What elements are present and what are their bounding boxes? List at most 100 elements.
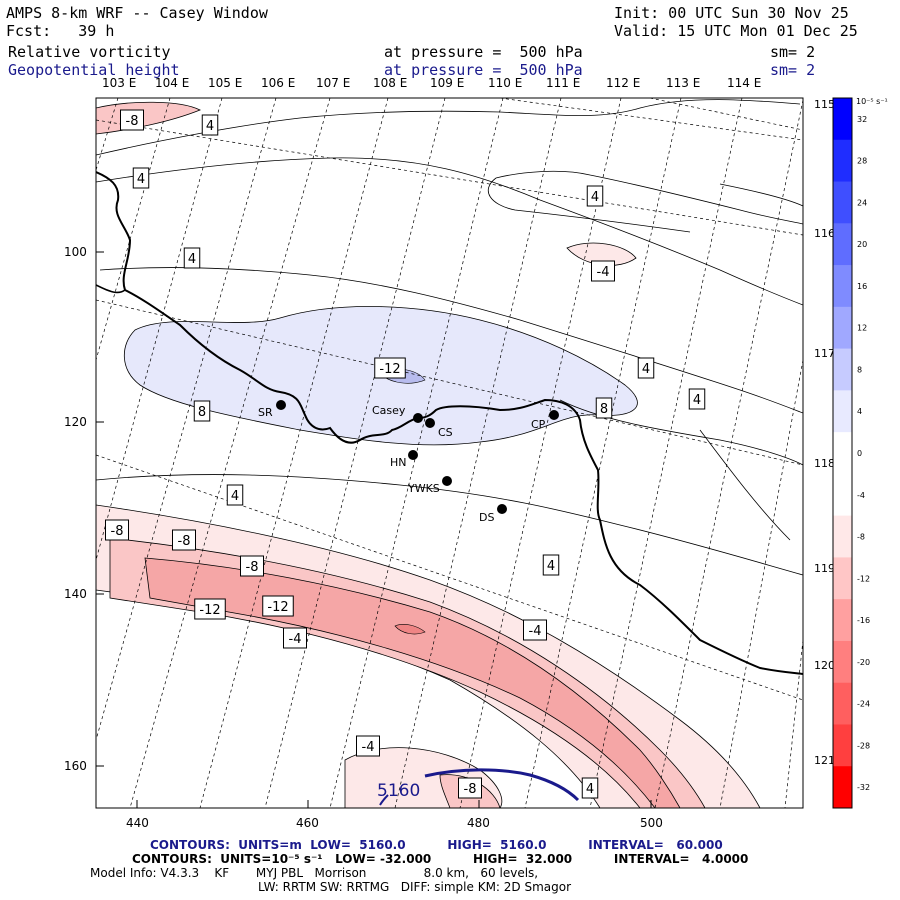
lon-label: 109 E	[430, 76, 465, 90]
contour-label: 4	[226, 484, 244, 506]
colorbar-tick: 0	[857, 449, 862, 458]
colorbar-segment	[833, 432, 852, 475]
footer-vorticity-contours: CONTOURS: UNITS=10⁻⁵ s⁻¹ LOW= -32.000 HI…	[132, 852, 749, 866]
field2-smoothing: sm= 2	[770, 61, 816, 79]
colorbar-tick: 8	[857, 365, 862, 374]
contour-label: -4	[523, 619, 547, 641]
contour-label-text: 4	[231, 489, 239, 504]
colorbar-tick: 4	[857, 407, 862, 416]
station-marker	[497, 504, 507, 514]
plot-frame	[95, 97, 804, 809]
contour-label: -4	[591, 260, 615, 282]
forecast-hour: Fcst: 39 h	[6, 22, 115, 40]
contour-label: -8	[240, 555, 264, 577]
station-marker	[408, 450, 418, 460]
contour-label: -8	[120, 109, 144, 131]
colorbar-segment	[833, 306, 852, 350]
contour-label: -12	[194, 598, 226, 620]
valid-time: Valid: 15 UTC Mon 01 Dec 25	[614, 22, 858, 40]
colorbar-tick: 20	[857, 240, 867, 249]
y-tick: 160	[64, 759, 87, 773]
colorbar-segment	[833, 390, 852, 433]
longitude-lines	[96, 98, 803, 701]
colorbar-tick: 24	[857, 198, 867, 207]
contour-label: 4	[688, 388, 706, 410]
colorbar-tick: 28	[857, 157, 867, 166]
contour-label: 4	[542, 554, 560, 576]
footer-height-contours: CONTOURS: UNITS=m LOW= 5160.0 HIGH= 5160…	[150, 838, 723, 852]
colorbar-segment	[833, 724, 852, 767]
height-contour-label: 5160	[377, 781, 420, 801]
neg-vorticity-patch-ne	[566, 242, 637, 266]
colorbar-tick: -16	[857, 616, 870, 625]
colorbar-unit: 10⁻⁵ s⁻¹	[856, 97, 888, 106]
station-label: YWKS	[407, 482, 440, 495]
contour-label-text: -8	[246, 560, 259, 575]
field2-name: Geopotential height	[8, 61, 180, 79]
colorbar-segment	[833, 265, 852, 308]
station-marker	[425, 418, 435, 428]
colorbar-tick: -4	[857, 491, 865, 500]
contour-label: -8	[458, 777, 482, 799]
contour-label-text: 4	[137, 172, 145, 187]
colorbar-tick: -20	[857, 658, 870, 667]
colorbar-segment	[833, 98, 852, 141]
coastline-nw	[96, 284, 126, 294]
contour-label: 4	[637, 357, 655, 379]
init-time: Init: 00 UTC Sun 30 Nov 25	[614, 4, 849, 22]
lon-label: 112 E	[606, 76, 641, 90]
lon-label: 104 E	[155, 76, 190, 90]
contour-label-text: 4	[206, 119, 214, 134]
y-tick: 100	[64, 245, 87, 259]
plot-title: AMPS 8-km WRF -- Casey Window	[6, 4, 268, 22]
contour-label-text: -12	[267, 600, 288, 615]
contour-label-text: 4	[591, 190, 599, 205]
x-tick: 480	[467, 816, 490, 830]
contour-label: -4	[283, 627, 307, 649]
lon-label: 107 E	[316, 76, 351, 90]
contour-label-text: -8	[464, 782, 477, 797]
lon-label: 108 E	[373, 76, 408, 90]
contour-label-text: 8	[600, 402, 608, 417]
station-label: CS	[438, 426, 453, 439]
contour-label-text: 4	[586, 782, 594, 797]
field1-level: at pressure = 500 hPa	[384, 43, 583, 61]
contour-label: -12	[262, 595, 294, 617]
contour-label-text: -12	[379, 362, 400, 377]
lon-label: 110 E	[488, 76, 523, 90]
colorbar-tick: -24	[857, 700, 870, 709]
colorbar-tick: -28	[857, 741, 870, 750]
colorbar-tick: -32	[857, 783, 870, 792]
colorbar-segment	[833, 682, 852, 725]
colorbar-segment	[833, 557, 852, 600]
contour-label-text: 4	[693, 393, 701, 408]
contour-label: 4	[183, 247, 201, 269]
colorbar-segment	[833, 473, 852, 517]
colorbar-segment	[833, 181, 852, 224]
contour-label-text: 4	[547, 559, 555, 574]
colorbar-segment	[833, 515, 852, 558]
station-marker	[442, 476, 452, 486]
contour-label-text: 8	[198, 405, 206, 420]
lon-label: 105 E	[208, 76, 243, 90]
y-tick: 140	[64, 587, 87, 601]
x-tick: 500	[640, 816, 663, 830]
y-tick: 120	[64, 415, 87, 429]
station-marker	[413, 413, 423, 423]
station-label: Casey	[372, 404, 406, 417]
contour-label-text: -8	[126, 114, 139, 129]
colorbar-tick: 16	[857, 282, 867, 291]
colorbar-segment	[833, 599, 852, 642]
colorbar-segment	[833, 640, 852, 684]
contour-label-text: -8	[178, 534, 191, 549]
station-label: DS	[479, 511, 494, 524]
colorbar-tick: 12	[857, 324, 867, 333]
station-label: SR	[258, 406, 273, 419]
contour-label-text: 4	[188, 252, 196, 267]
lon-label: 113 E	[666, 76, 701, 90]
lon-label: 106 E	[261, 76, 296, 90]
colorbar-segment	[833, 139, 852, 183]
height-contour-5160	[424, 768, 580, 802]
contour-label-text: -8	[111, 524, 124, 539]
